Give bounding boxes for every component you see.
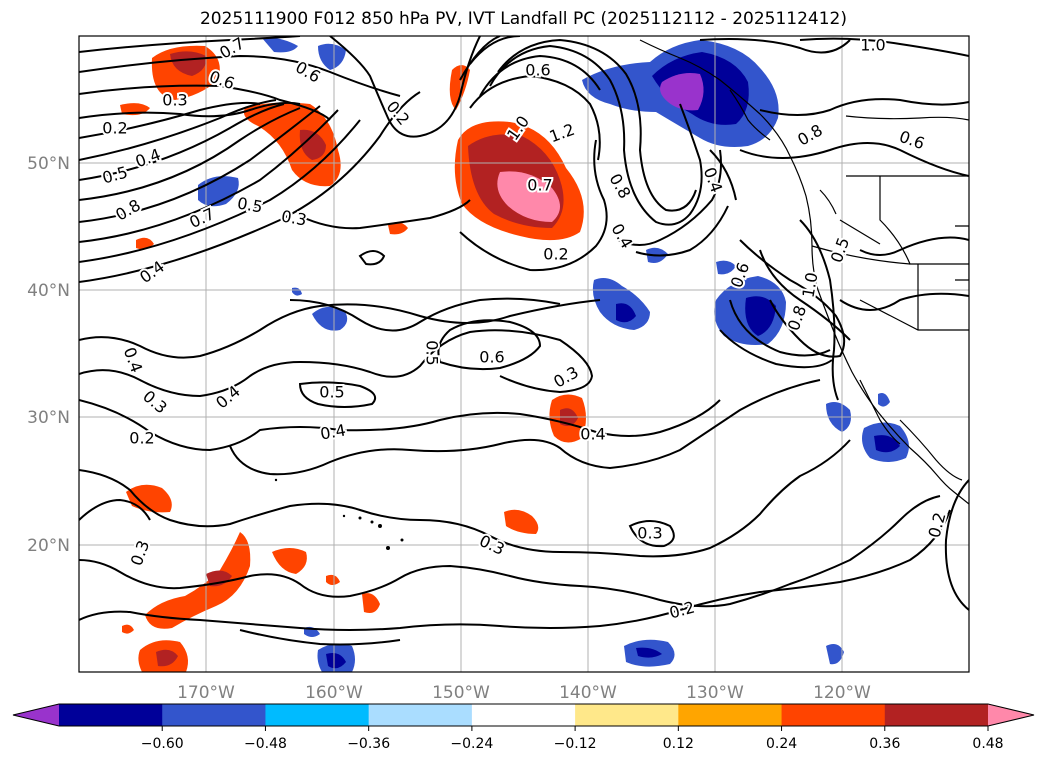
colorbar-outline [12,703,1035,727]
colorbar-segment [884,704,989,726]
contour-label: 0.3 [162,91,187,110]
colorbar-extend-min [13,704,59,726]
contour-label: 0.6 [525,61,550,80]
pv-shading-negative [198,37,909,672]
coastline [639,39,969,505]
colorbar-ticks: −0.60 −0.48 −0.36 −0.24 −0.12 0.12 0.24 0.36 0.4… [141,726,1004,752]
colorbar-tick-label: −0.48 [244,736,287,752]
colorbar-tick-label: −0.12 [554,736,597,752]
colorbar-segment [781,704,886,726]
colorbar-tick-label: −0.36 [347,736,390,752]
colorbar-extend-max [988,704,1034,726]
lon-tick-label: 150°W [432,683,490,703]
colorbar-segments [59,704,989,726]
contour-label: 0.5 [319,383,344,402]
contour-label: 0.2 [129,429,154,448]
colorbar-segment [162,704,266,726]
colorbar-segment [265,704,370,726]
contour-label: 0.4 [580,425,605,444]
colorbar: −0.60 −0.48 −0.36 −0.24 −0.12 0.12 0.24 0.36 0.4… [12,703,1035,752]
colorbar-tick-label: −0.24 [450,736,493,752]
colorbar-segment [678,704,783,726]
lat-tick-labels: 50°N 40°N 30°N 20°N [27,154,70,556]
lon-tick-label: 140°W [559,683,617,703]
contour-label: 0.2 [102,119,127,138]
islands [274,478,404,550]
colorbar-segment [575,704,679,726]
lat-tick-label: 50°N [27,154,70,174]
colorbar-segment [59,704,163,726]
lon-tick-labels: 170°W 160°W 150°W 140°W 130°W 120°W [177,683,871,703]
ivt-contours [79,36,969,646]
colorbar-tick-label: 0.48 [972,736,1003,752]
colorbar-tick-label: 0.36 [869,736,900,752]
contour-label: 0.5 [423,340,442,365]
map-frame [78,35,970,673]
contour-label: 0.2 [543,245,568,264]
map-title: 2025111900 F012 850 hPa PV, IVT Landfall… [199,9,847,29]
lat-tick-label: 40°N [27,281,70,301]
lon-tick-label: 130°W [686,683,744,703]
lon-tick-label: 160°W [305,683,363,703]
lon-tick-label: 170°W [177,683,235,703]
colorbar-segment [471,704,576,726]
contour-label: 0.3 [637,524,662,543]
lat-tick-label: 20°N [27,536,70,556]
map-area: 0.70.6 0.60.30.2 0.20.40.50.8 0.7 0.50.30.40… [79,36,969,672]
lat-tick-label: 30°N [27,408,70,428]
contour-label: 1.0 [860,36,885,55]
colorbar-tick-label: 0.24 [766,736,797,752]
lon-tick-label: 120°W [813,683,871,703]
contour-label: 0.6 [479,348,504,367]
colorbar-tick-label: −0.60 [141,736,184,752]
colorbar-tick-label: 0.12 [663,736,694,752]
colorbar-segment [368,704,473,726]
contour-label: 0.7 [527,176,552,195]
